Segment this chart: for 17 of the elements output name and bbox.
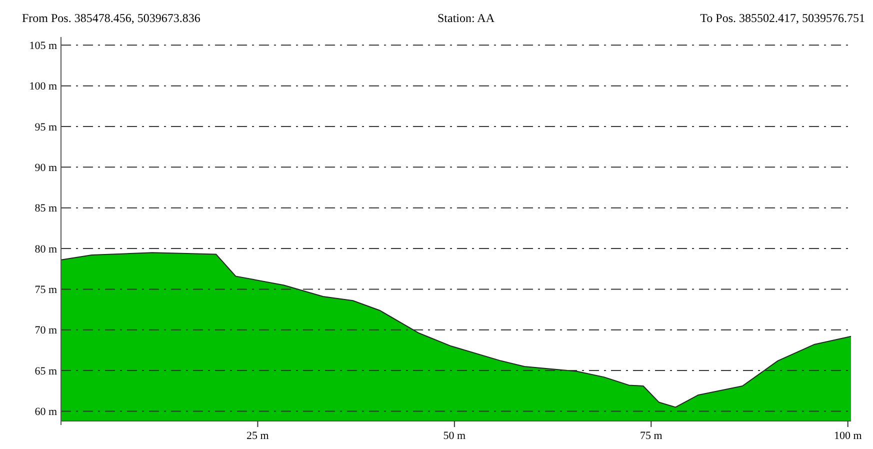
y-tick-label: 80 m [34,243,58,256]
text: To Pos. 385502.417, 5039576.751 [700,11,865,25]
y-tick-label: 100 m [29,80,58,93]
y-tick-label: 65 m [34,365,58,378]
y-tick-label: 60 m [34,406,58,418]
text: From Pos. 385478.456, 5039673.836 [22,11,200,25]
y-tick-label: 90 m [34,162,58,174]
x-tick-label: 50 m [443,430,466,442]
x-tick-label: 75 m [640,430,663,442]
y-tick-label: 105 m [29,40,58,52]
chart-title: Station: AA [437,11,495,25]
y-tick-label: 75 m [34,284,58,296]
y-tick-label: 85 m [34,202,58,215]
x-tick-label: 25 m [246,430,270,442]
x-tick-label: 100 m [834,430,862,442]
y-tick-label: 95 m [34,121,58,134]
y-tick-label: 70 m [34,324,58,337]
